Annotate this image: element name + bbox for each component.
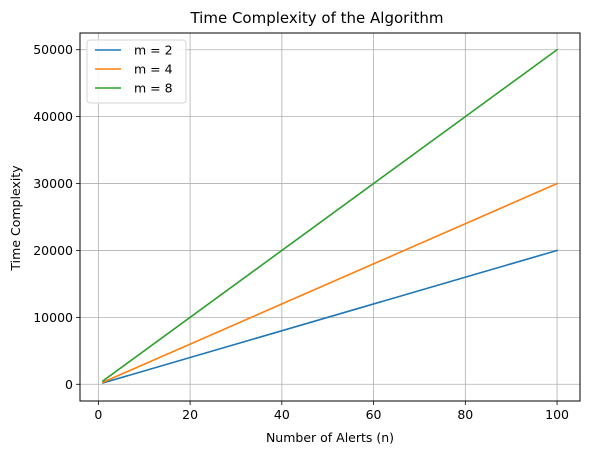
legend: m = 2 m = 4 m = 8 bbox=[86, 39, 187, 104]
y-tick-label: 0 bbox=[65, 377, 73, 392]
x-tick-label: 40 bbox=[274, 407, 290, 422]
x-tick-label: 100 bbox=[545, 407, 569, 422]
x-tick-label: 0 bbox=[94, 407, 102, 422]
plot-lines bbox=[101, 48, 559, 384]
legend-label: m = 4 bbox=[134, 62, 173, 77]
x-tick-label: 60 bbox=[366, 407, 382, 422]
chart-title: Time Complexity of the Algorithm bbox=[189, 9, 443, 27]
y-tick-label: 50000 bbox=[33, 42, 73, 57]
series-line-3 bbox=[101, 48, 559, 383]
y-tick-label: 10000 bbox=[33, 310, 73, 325]
legend-label: m = 2 bbox=[134, 43, 173, 58]
x-tick-label: 20 bbox=[182, 407, 198, 422]
y-axis-label: Time Complexity bbox=[8, 165, 23, 272]
x-axis-label: Number of Alerts (n) bbox=[266, 430, 394, 445]
y-tick-label: 40000 bbox=[33, 109, 73, 124]
plot-frame bbox=[79, 32, 581, 402]
series-line-1 bbox=[101, 249, 559, 384]
ticks: 0 20 40 60 80 100 0 10000 20000 30000 40000 50000 bbox=[33, 42, 569, 422]
grid bbox=[80, 33, 580, 401]
legend-label: m = 8 bbox=[134, 81, 173, 96]
series-line-2 bbox=[101, 182, 559, 384]
x-tick-label: 80 bbox=[457, 407, 473, 422]
y-tick-label: 20000 bbox=[33, 243, 73, 258]
y-tick-label: 30000 bbox=[33, 176, 73, 191]
